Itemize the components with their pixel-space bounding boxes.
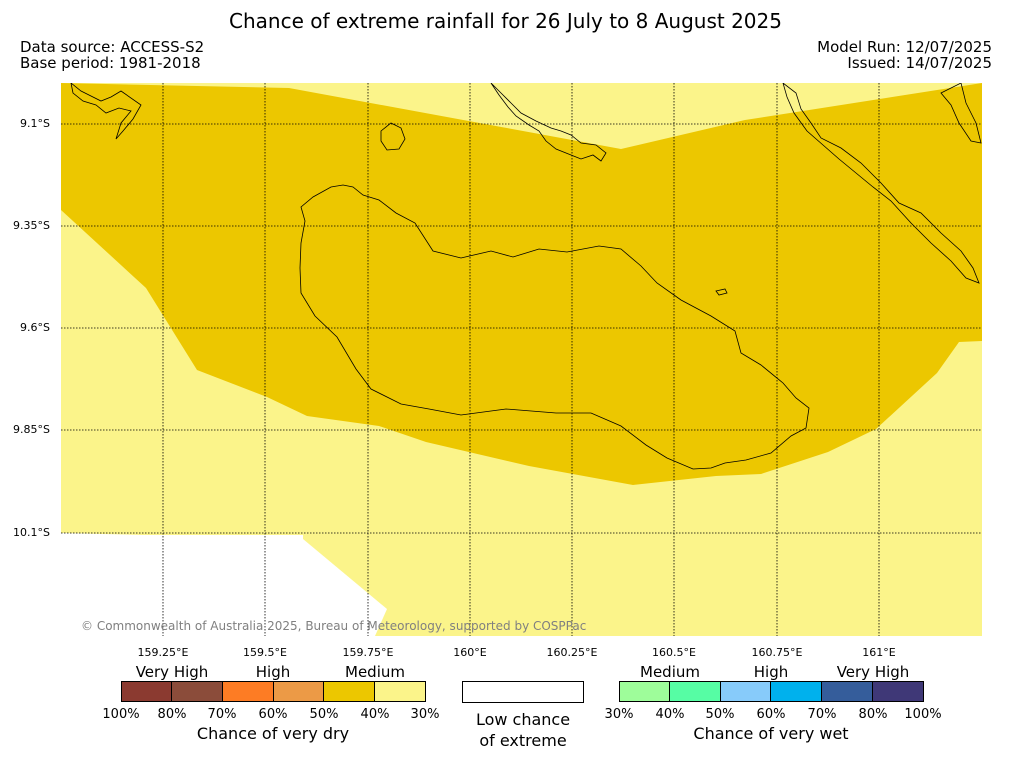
legend-wet-swatch [670, 681, 721, 702]
forecast-map: © Commonwealth of Australia 2025, Bureau… [61, 83, 982, 636]
legend-dry-category: High [255, 663, 291, 681]
legend-dry-tick: 60% [258, 707, 288, 722]
legend-dry-swatch [324, 681, 375, 702]
legend-low-line2: of extreme [479, 731, 567, 750]
legend-dry-tick: 40% [360, 707, 390, 722]
legend-dry-title: Chance of very dry [196, 724, 350, 743]
east-islands-outline [940, 83, 982, 144]
legend-wet-category: High [753, 663, 789, 681]
northwest-coast-outline [70, 83, 142, 140]
map-title: Chance of extreme rainfall for 26 July t… [229, 9, 782, 33]
legend-wet-swatch [822, 681, 873, 702]
lat-label: 9.85°S [13, 423, 50, 436]
legend-wet-tick: 30% [604, 707, 634, 722]
legend-wet-tick: 80% [858, 707, 888, 722]
legend-wet-tick: 60% [756, 707, 786, 722]
legend-dry-tick: 70% [207, 707, 237, 722]
northeast-coast-outline [782, 83, 980, 284]
lon-label: 160.25°E [546, 646, 598, 659]
legend-dry-tick: 50% [309, 707, 339, 722]
legend-wet-swatch [721, 681, 771, 702]
legend-wet-category: Medium [640, 663, 700, 681]
islet-outline-1 [380, 122, 406, 151]
meta-left: Data source: ACCESS-S2 Base period: 1981… [20, 39, 204, 71]
legend-dry-category: Very High [135, 663, 209, 681]
lon-label: 159.25°E [137, 646, 189, 659]
legend-dry-swatch [274, 681, 324, 702]
legend-wet-swatch [873, 681, 924, 702]
lat-label: 9.1°S [20, 117, 50, 130]
legend-dry-tick: 100% [102, 707, 140, 722]
legend-wet-tick: 70% [807, 707, 837, 722]
lat-label: 9.35°S [13, 219, 50, 232]
legend-wet-tick: 40% [655, 707, 685, 722]
legend-dry-swatch [223, 681, 274, 702]
legend-dry-category: Medium [345, 663, 405, 681]
lon-label: 160.75°E [751, 646, 803, 659]
land-outline [70, 83, 982, 470]
medium-dry-region [61, 83, 982, 485]
legend-wet-tick: 100% [904, 707, 942, 722]
copyright-text: © Commonwealth of Australia 2025, Bureau… [81, 619, 586, 633]
legend-dry-swatch [172, 681, 223, 702]
graticule [61, 83, 982, 636]
legend-dry-swatch [375, 681, 426, 702]
legend-wet-swatch [771, 681, 822, 702]
data-source: Data source: ACCESS-S2 [20, 38, 205, 56]
islet-outline-2 [715, 288, 728, 296]
legend-dry-swatch [121, 681, 172, 702]
base-period: Base period: 1981-2018 [20, 54, 201, 72]
lat-label: 10.1°S [13, 526, 50, 539]
lat-label: 9.6°S [20, 321, 50, 334]
legend-wet-category: Very High [836, 663, 910, 681]
lon-label: 159.75°E [342, 646, 394, 659]
legend-dry-tick: 30% [410, 707, 440, 722]
lon-label: 160°E [453, 646, 487, 659]
model-run: Model Run: 12/07/2025 [817, 38, 992, 56]
legend-low-line1: Low chance [475, 710, 571, 729]
meta-right: Model Run: 12/07/2025 Issued: 14/07/2025 [817, 39, 992, 71]
legend-wet-tick: 50% [705, 707, 735, 722]
issued-date: Issued: 14/07/2025 [847, 54, 992, 72]
lon-label: 159.5°E [243, 646, 287, 659]
lon-label: 161°E [862, 646, 896, 659]
legend-wet-swatch [619, 681, 670, 702]
main-island-outline [299, 184, 810, 470]
lon-label: 160.5°E [652, 646, 696, 659]
legend-dry-tick: 80% [157, 707, 187, 722]
north-coast-outline [490, 83, 607, 162]
no-data-region-diagonal [61, 533, 387, 636]
legend-low-swatch [462, 681, 584, 703]
legend-wet-title: Chance of very wet [693, 724, 849, 743]
